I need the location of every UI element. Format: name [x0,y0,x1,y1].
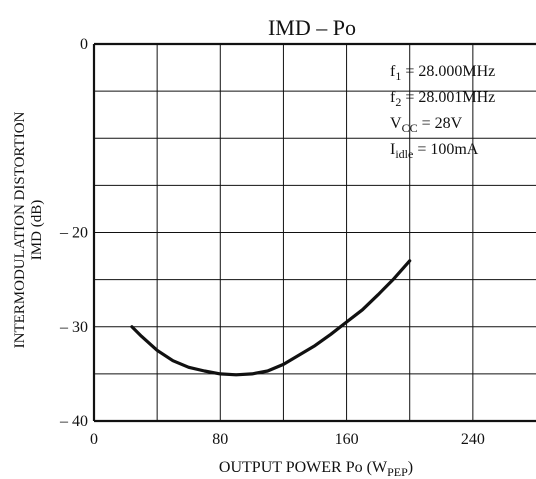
grid [94,44,536,421]
test-conditions: f1 = 28.000MHz f2 = 28.001MHz VCC = 28V Iid… [390,63,495,161]
x-axis-label: OUTPUT POWER Po (WPEP) [219,459,413,479]
x-tick-label: 0 [90,431,98,448]
series-line-0 [130,259,412,377]
y-tick-label: 0 [80,36,88,53]
y-axis-label-line2: IMD (dB) [29,200,45,260]
y-tick-label: – 40 [59,413,88,430]
x-tick-label: 240 [461,431,485,448]
y-tick-label: – 20 [59,225,88,242]
x-tick-label: 160 [335,431,359,448]
y-tick-label: – 30 [59,319,88,336]
y-axis-label: INTERMODULATION DISTORTION IMD (dB) [12,111,45,348]
y-tick-labels: 0 – 20 – 30 – 40 [59,36,88,430]
y-axis-label-line1: INTERMODULATION DISTORTION [12,111,28,348]
condition-line: f2 = 28.001MHz [390,89,495,109]
chart-title: IMD – Po [268,15,356,40]
data-curves [130,259,412,377]
condition-line: VCC = 28V [390,115,463,135]
plot-frame [92,42,536,423]
condition-line: Iidle = 100mA [390,141,479,161]
x-tick-label: 80 [212,431,228,448]
x-tick-labels: 0 80 160 240 [90,431,485,448]
condition-line: f1 = 28.000MHz [390,63,495,83]
